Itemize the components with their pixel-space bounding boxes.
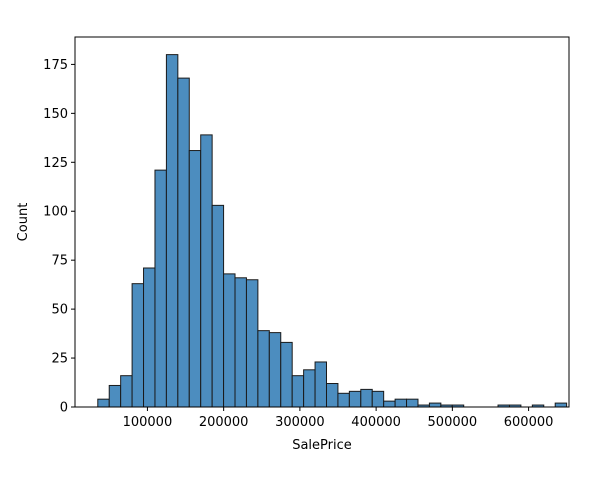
- histogram-bar: [325, 383, 339, 408]
- y-axis-ticks: 0 25 50 75 100 125 150 175: [43, 58, 75, 416]
- x-tick-label: 200000: [199, 415, 249, 430]
- y-tick-label: 125: [43, 156, 68, 171]
- histogram-bar: [360, 388, 373, 408]
- histogram-bar: [394, 398, 408, 408]
- histogram-bar: [314, 361, 327, 408]
- y-tick-label: 25: [51, 352, 68, 367]
- histogram-bar: [245, 279, 259, 408]
- histogram-bar: [257, 330, 270, 408]
- histogram-bar: [428, 402, 442, 408]
- histogram-bar: [143, 267, 156, 408]
- histogram-bar: [280, 341, 293, 408]
- histogram-bar: [177, 77, 190, 408]
- histogram-bar: [348, 390, 362, 408]
- histogram-bar: [188, 150, 202, 408]
- histogram-bar: [337, 392, 350, 408]
- histogram-bar: [120, 375, 133, 408]
- histogram-bar: [154, 169, 167, 408]
- x-tick-label: 600000: [504, 415, 554, 430]
- plot-frame: [74, 36, 570, 408]
- x-axis-label: SalePrice: [292, 438, 352, 453]
- x-axis-ticks: 100000 200000 300000 400000 500000 600000: [123, 407, 554, 430]
- histogram-bar: [200, 134, 213, 408]
- x-tick-label: 300000: [275, 415, 325, 430]
- y-tick-label: 175: [43, 58, 68, 73]
- histogram-bar: [108, 384, 122, 408]
- y-tick-label: 0: [60, 401, 68, 416]
- y-tick-label: 50: [51, 303, 68, 318]
- histogram-bar: [223, 273, 236, 408]
- y-tick-label: 150: [43, 107, 68, 122]
- y-tick-label: 100: [43, 205, 68, 220]
- histogram-bar: [371, 390, 385, 408]
- histogram-bar: [268, 332, 282, 408]
- histogram-bar: [211, 204, 225, 408]
- histogram-bar: [291, 375, 305, 408]
- histogram-bar: [383, 400, 396, 408]
- histogram-bar: [165, 54, 179, 408]
- histogram-bar: [131, 283, 145, 408]
- histogram-bar: [554, 402, 568, 408]
- x-tick-label: 400000: [351, 415, 401, 430]
- x-tick-label: 500000: [428, 415, 478, 430]
- y-axis-label: Count: [16, 203, 31, 242]
- histogram-bar: [406, 398, 419, 408]
- histogram-bar: [97, 398, 110, 408]
- x-tick-label: 100000: [123, 415, 173, 430]
- histogram-bar: [303, 369, 316, 408]
- histogram-bar: [234, 277, 247, 408]
- y-tick-label: 75: [51, 254, 68, 269]
